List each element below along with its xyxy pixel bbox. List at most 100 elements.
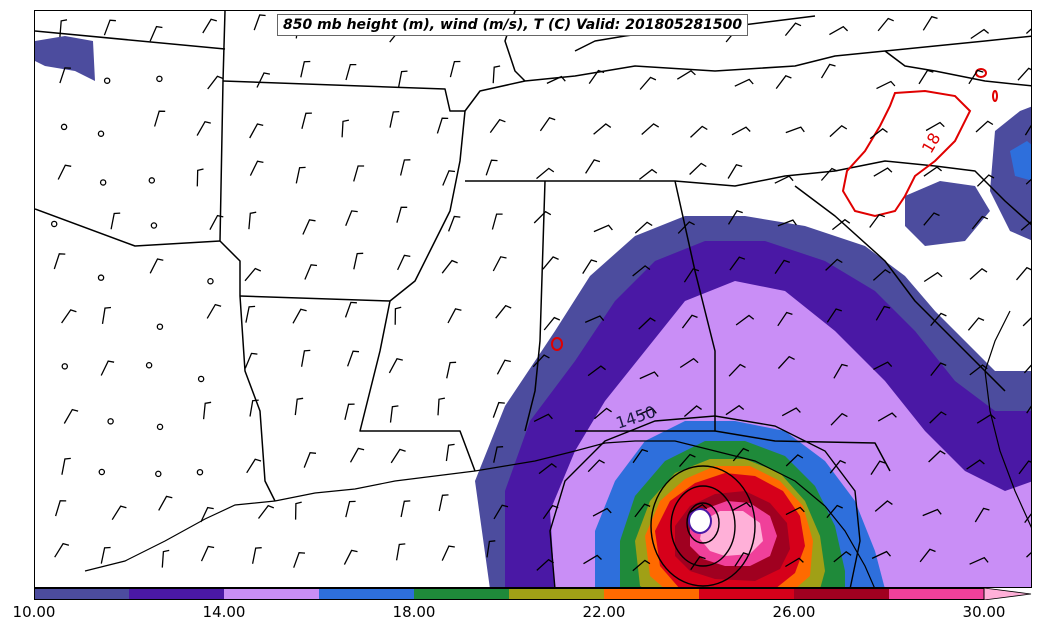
colorbar-segment bbox=[509, 588, 604, 600]
wind-barb bbox=[63, 408, 79, 424]
wind-barb bbox=[536, 558, 555, 571]
wind-barb bbox=[344, 403, 355, 420]
wind-barb bbox=[344, 301, 357, 318]
wind-barb bbox=[820, 167, 838, 181]
wind-barb bbox=[249, 399, 259, 417]
wind-barb bbox=[923, 271, 943, 283]
wind-barb bbox=[397, 254, 411, 271]
wind-barb bbox=[593, 123, 612, 135]
wind-barb bbox=[639, 76, 657, 90]
wind-barb bbox=[871, 550, 891, 559]
calm-wind-marker bbox=[196, 468, 204, 476]
wind-barb bbox=[302, 219, 316, 235]
wind-barb bbox=[441, 545, 455, 561]
wind-barb bbox=[785, 454, 804, 467]
wind-barb bbox=[732, 447, 750, 462]
wind-barb bbox=[110, 212, 121, 230]
calm-wind-marker bbox=[145, 362, 153, 369]
wind-barb bbox=[681, 314, 698, 329]
wind-barb bbox=[1026, 551, 1031, 558]
wind-barb bbox=[830, 412, 848, 426]
wind-barb bbox=[346, 350, 360, 367]
wind-barb bbox=[395, 543, 406, 561]
wind-barb bbox=[1025, 28, 1031, 34]
wind-barb bbox=[922, 508, 942, 517]
wind-barb bbox=[729, 256, 746, 271]
wind-barb bbox=[294, 397, 304, 416]
wind-barb bbox=[634, 503, 651, 518]
wind-barb bbox=[437, 397, 446, 416]
wind-barb bbox=[388, 358, 403, 374]
wind-barb bbox=[925, 121, 945, 132]
calm-wind-marker bbox=[197, 375, 205, 383]
wind-barb bbox=[632, 265, 651, 277]
wind-barb bbox=[492, 401, 505, 418]
wind-barb bbox=[632, 448, 649, 464]
colorbar-extend-arrow bbox=[983, 588, 1032, 600]
shade-ne-inner bbox=[1010, 141, 1031, 181]
wind-barb bbox=[533, 413, 553, 422]
colorbar-segment bbox=[319, 588, 414, 600]
wind-barb bbox=[785, 557, 804, 568]
wind-barb bbox=[928, 450, 946, 463]
wind-barb bbox=[1017, 67, 1031, 81]
state-borders bbox=[35, 11, 1031, 502]
wind-barb bbox=[248, 211, 257, 230]
wind-barb bbox=[300, 349, 311, 367]
wind-barb bbox=[974, 507, 990, 523]
wind-barb bbox=[677, 221, 695, 234]
wind-barb bbox=[244, 352, 258, 369]
wind-barb bbox=[728, 363, 746, 377]
wind-barb bbox=[492, 65, 501, 84]
wind-barb bbox=[777, 219, 797, 227]
wind-barb bbox=[877, 412, 897, 422]
wind-barb bbox=[638, 317, 656, 330]
wind-barb bbox=[781, 407, 801, 417]
shade-ne-corner bbox=[990, 106, 1031, 241]
wind-barb bbox=[206, 303, 222, 319]
wind-barb bbox=[438, 494, 449, 512]
wind-barb bbox=[593, 224, 613, 233]
wind-barb bbox=[679, 453, 696, 468]
wind-barb bbox=[582, 259, 598, 274]
wind-barb bbox=[826, 308, 843, 323]
wind-barb bbox=[295, 166, 306, 184]
wind-barb bbox=[785, 506, 805, 516]
colorbar-tick-label: 14.00 bbox=[202, 603, 246, 621]
wind-barb bbox=[690, 555, 706, 571]
wind-barb bbox=[929, 411, 947, 424]
wind-barb bbox=[349, 447, 365, 463]
calm-wind-marker bbox=[103, 77, 111, 84]
colorbar-segment bbox=[604, 588, 699, 600]
wind-barb bbox=[536, 167, 555, 180]
calm-wind-marker bbox=[156, 75, 163, 83]
wind-barb bbox=[202, 401, 212, 420]
wind-barb bbox=[496, 359, 511, 375]
wind-barb bbox=[301, 112, 312, 129]
wind-barb bbox=[149, 25, 163, 42]
weather-map: 1450 18 bbox=[35, 11, 1031, 587]
wind-barb bbox=[639, 168, 658, 180]
colorbar-segment bbox=[794, 588, 889, 600]
wind-barb bbox=[874, 500, 893, 512]
wind-barb bbox=[447, 308, 462, 324]
wind-barb bbox=[1020, 221, 1031, 231]
wind-barb bbox=[396, 206, 408, 223]
wind-barb bbox=[825, 258, 843, 271]
wind-barb bbox=[149, 258, 164, 274]
wind-barb bbox=[345, 63, 357, 81]
colorbar-tick-label: 26.00 bbox=[772, 603, 816, 621]
wind-barb bbox=[390, 448, 406, 464]
wind-barb bbox=[875, 305, 891, 321]
wind-barb bbox=[923, 166, 943, 177]
wind-barb bbox=[641, 123, 660, 135]
wind-barb bbox=[683, 405, 702, 417]
wind-barb bbox=[539, 117, 556, 132]
wind-barb bbox=[975, 120, 994, 133]
colorbar-tick-label: 30.00 bbox=[962, 603, 1006, 621]
wind-barb bbox=[345, 210, 358, 226]
wind-barb bbox=[253, 14, 266, 31]
calm-wind-marker bbox=[97, 130, 105, 137]
wind-barb bbox=[588, 69, 605, 84]
wind-barb bbox=[918, 69, 934, 85]
